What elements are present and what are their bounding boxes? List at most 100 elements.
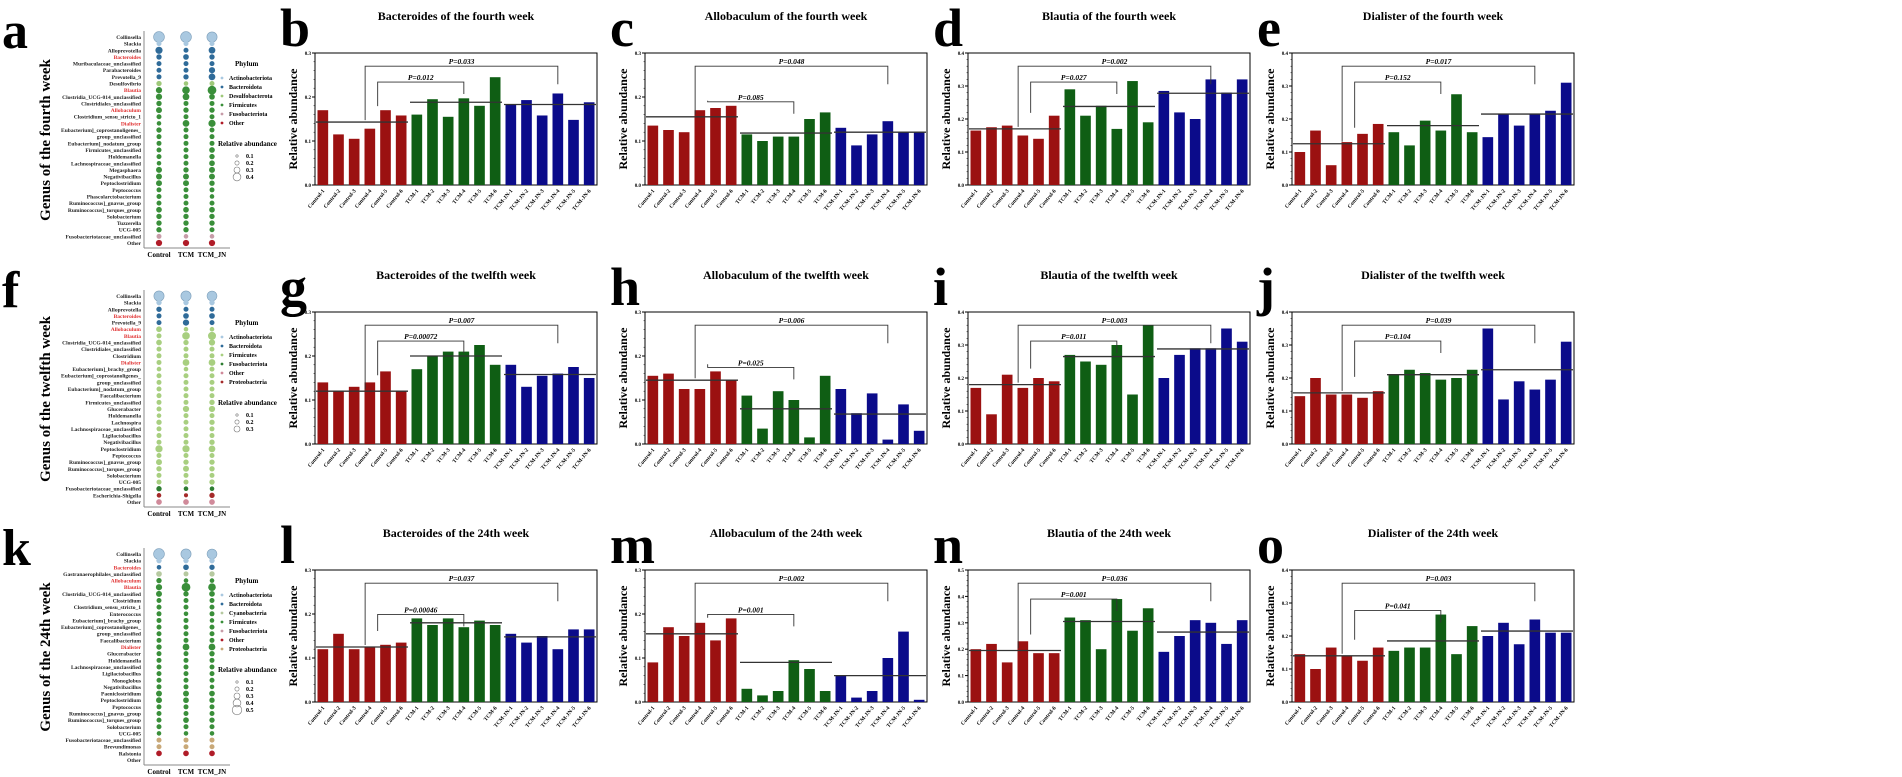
- abundance-dot: [208, 331, 216, 340]
- abundance-dot: [155, 93, 163, 100]
- size-legend-label: 0.2: [246, 687, 254, 693]
- significance-bracket: [694, 65, 889, 115]
- bar: [788, 400, 800, 444]
- abundance-dot: [206, 548, 218, 560]
- bar: [1482, 328, 1494, 444]
- x-tick-label: TCM-2: [420, 188, 436, 205]
- chart-title: Allobaculum of the 24th week: [710, 526, 863, 540]
- abundance-dot: [156, 697, 162, 704]
- bar: [663, 130, 674, 185]
- phylum-legend-label: Proteobacteria: [229, 647, 267, 653]
- bar: [1372, 391, 1384, 444]
- bar: [694, 389, 706, 444]
- abundance-dot: [209, 433, 215, 439]
- bar: [725, 618, 737, 702]
- y-tick-label: 0.3: [958, 622, 965, 627]
- abundance-dot: [156, 750, 162, 757]
- abundance-dot: [183, 499, 189, 505]
- bar: [348, 649, 360, 702]
- genus-label: Eubacterium]_nodatum_group: [68, 141, 141, 147]
- significance-bracket: [377, 81, 465, 107]
- bar: [710, 371, 721, 444]
- abundance-dot: [181, 582, 191, 592]
- genus-label: Slackia: [124, 42, 141, 48]
- genus-label: Solobacterium: [107, 725, 142, 731]
- x-tick-label: TCM-5: [797, 705, 813, 722]
- abundance-dot: [156, 472, 162, 478]
- genus-label: Other: [127, 758, 142, 764]
- size-legend-circle: [231, 704, 243, 716]
- abundance-dot: [209, 486, 215, 492]
- significance-bracket: [1017, 65, 1212, 127]
- y-tick-label: 0.0: [1282, 443, 1289, 448]
- panel-letter: l: [280, 515, 295, 575]
- y-tick-label: 0.2: [305, 96, 312, 101]
- abundance-dot: [209, 744, 215, 750]
- p-value-label: P=0.036: [1102, 574, 1128, 583]
- bar: [1404, 369, 1415, 444]
- abundance-dot: [209, 704, 215, 710]
- abundance-dot: [156, 564, 162, 570]
- bar: [851, 145, 862, 185]
- bar: [819, 691, 831, 702]
- bar: [663, 373, 674, 444]
- abundance-dot: [209, 426, 215, 432]
- abundance-dot: [183, 326, 189, 332]
- abundance-dot: [208, 67, 216, 74]
- abundance-dot: [156, 206, 162, 213]
- bar: [866, 393, 878, 444]
- y-tick-label: 0.1: [305, 399, 312, 404]
- genus-label: Slackia: [124, 301, 141, 307]
- significance-bracket: [377, 340, 465, 376]
- genus-label: Ralstonia: [119, 751, 142, 757]
- abundance-dot: [183, 750, 189, 757]
- bar: [1545, 632, 1556, 702]
- genus-label: Negativibacillus: [103, 440, 141, 446]
- abundance-dot: [156, 80, 162, 87]
- bar: [1560, 341, 1572, 444]
- plot-frame: [314, 311, 598, 445]
- bar: [1127, 81, 1138, 185]
- genus-label: group_unclassified: [97, 380, 141, 386]
- phylum-legend-swatch: [220, 602, 224, 606]
- genus-label: Eubacterium]_coprostanoligenes_: [61, 374, 141, 380]
- abundance-dot: [209, 173, 215, 180]
- phylum-legend-title: Phylum: [235, 60, 259, 68]
- genus-label: UCG-005: [119, 228, 142, 234]
- bar: [882, 439, 894, 444]
- abundance-dot: [209, 564, 215, 570]
- phylum-legend-swatch: [220, 353, 224, 357]
- x-tick-label: TCM-1: [1058, 705, 1074, 722]
- p-value-label: P=0.048: [779, 57, 805, 66]
- abundance-dot: [209, 393, 215, 399]
- abundance-dot: [156, 306, 162, 312]
- abundance-dot: [209, 346, 215, 352]
- y-tick-label: 0.2: [958, 648, 965, 653]
- abundance-dot: [209, 147, 215, 153]
- abundance-dot: [183, 737, 189, 743]
- x-tick-label: TCM-3: [766, 188, 782, 205]
- abundance-dot: [156, 107, 162, 114]
- y-tick-label: 0.3: [635, 569, 642, 574]
- abundance-dot: [183, 147, 189, 153]
- bar: [710, 640, 721, 702]
- x-tick-label: TCM-3: [436, 447, 452, 464]
- y-tick-label: 0.3: [305, 569, 312, 574]
- bar: [741, 134, 753, 185]
- bar: [1419, 373, 1431, 444]
- abundance-dot: [156, 406, 162, 412]
- abundance-dot: [209, 140, 215, 146]
- y-tick-label: 0.1: [958, 151, 965, 156]
- bar: [552, 649, 564, 702]
- phylum-legend-swatch: [220, 76, 224, 80]
- size-legend-circle: [234, 160, 240, 166]
- size-legend-label: 0.2: [246, 420, 254, 426]
- abundance-dot: [209, 631, 215, 637]
- plot-frame: [644, 52, 928, 186]
- genus-label: Glucerabacter: [107, 407, 141, 413]
- significance-bracket: [364, 582, 559, 645]
- abundance-dot: [156, 121, 162, 126]
- bar: [1310, 669, 1321, 702]
- bar: [647, 125, 659, 185]
- phylum-legend-label: Actinobacteriota: [229, 593, 272, 599]
